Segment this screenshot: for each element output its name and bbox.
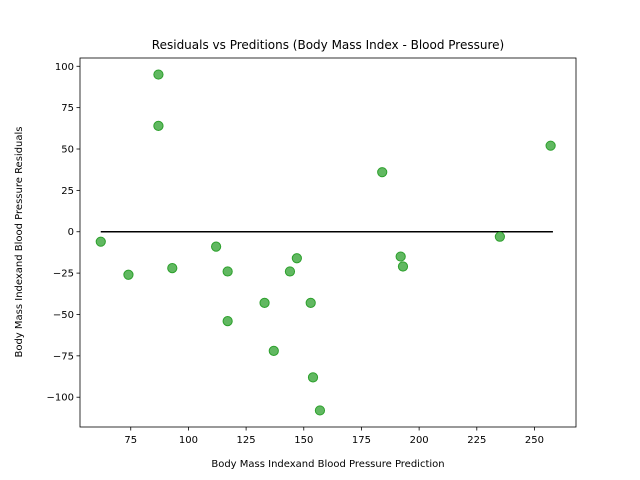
scatter-point <box>123 269 134 280</box>
x-tick-label: 75 <box>124 435 137 446</box>
y-tick-label: 100 <box>55 62 74 73</box>
y-tick-label: 50 <box>61 145 74 156</box>
x-tick-label: 175 <box>352 435 371 446</box>
y-tick-label: −25 <box>53 269 74 280</box>
scatter-point <box>307 372 319 383</box>
scatter-point <box>377 167 388 178</box>
scatter-point <box>153 69 164 80</box>
x-tick-label: 250 <box>525 435 544 446</box>
y-tick-label: 75 <box>61 103 74 114</box>
scatter-point <box>291 253 302 264</box>
scatter-point <box>314 405 326 416</box>
y-tick-label: 25 <box>61 186 74 197</box>
scatter-point <box>397 261 409 272</box>
scatter-point <box>211 241 222 252</box>
y-axis-label: Body Mass Indexand Blood Pressure Residu… <box>14 126 25 357</box>
x-tick-label: 100 <box>179 435 198 446</box>
y-tick-label: −50 <box>53 310 74 321</box>
x-tick-label: 225 <box>467 435 486 446</box>
x-tick-label: 150 <box>294 435 313 446</box>
axes-frame <box>79 57 577 428</box>
scatter-point <box>395 251 406 262</box>
scatter-point <box>153 120 164 131</box>
scatter-point <box>222 315 233 327</box>
scatter-point <box>268 345 279 356</box>
scatter-point <box>545 140 556 151</box>
y-tick-label: −100 <box>47 393 74 404</box>
scatter-point <box>305 297 316 308</box>
scatter-point <box>494 231 505 242</box>
x-tick-label: 125 <box>237 435 256 446</box>
scatter-point <box>167 263 178 274</box>
chart-title: Residuals vs Preditions (Body Mass Index… <box>152 38 504 52</box>
x-tick-label: 200 <box>410 435 429 446</box>
scatter-point <box>259 297 270 308</box>
scatter-point <box>222 266 233 277</box>
x-axis-label: Body Mass Indexand Blood Pressure Predic… <box>211 459 444 470</box>
y-tick-label: −75 <box>53 351 74 362</box>
plot-area: 75 100 125 150 175 200 225 250 −100 −75 −50 −25 0 25 5… <box>47 57 577 446</box>
scatter-point <box>284 266 296 277</box>
scatter-point <box>95 236 106 247</box>
y-tick-label: 0 <box>68 227 74 238</box>
